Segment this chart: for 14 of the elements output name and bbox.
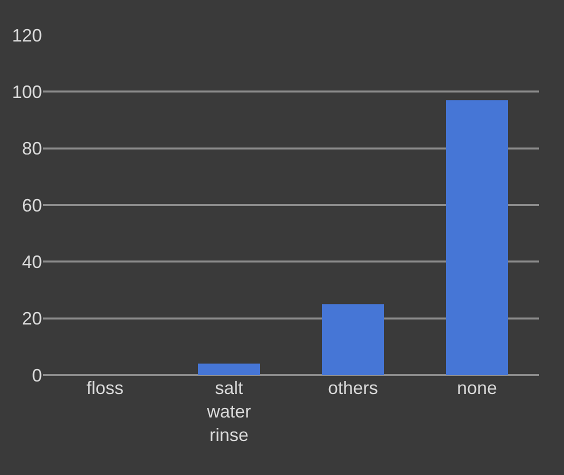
y-tick-label: 80	[22, 138, 42, 159]
x-tick-label: none	[456, 378, 498, 398]
y-tick-label: 100	[12, 82, 42, 102]
bar	[446, 100, 508, 375]
x-tick-label: salt water rinse	[206, 378, 252, 445]
y-tick-label: 120	[12, 25, 42, 46]
bar	[198, 364, 260, 375]
y-tick-label: 0	[32, 365, 42, 386]
y-tick-label: 60	[22, 195, 42, 216]
x-tick-label: others	[328, 378, 378, 398]
bar	[322, 304, 384, 375]
y-tick-label: 40	[22, 252, 42, 272]
y-tick-label: 20	[22, 308, 42, 329]
x-tick-label: floss	[86, 378, 124, 398]
